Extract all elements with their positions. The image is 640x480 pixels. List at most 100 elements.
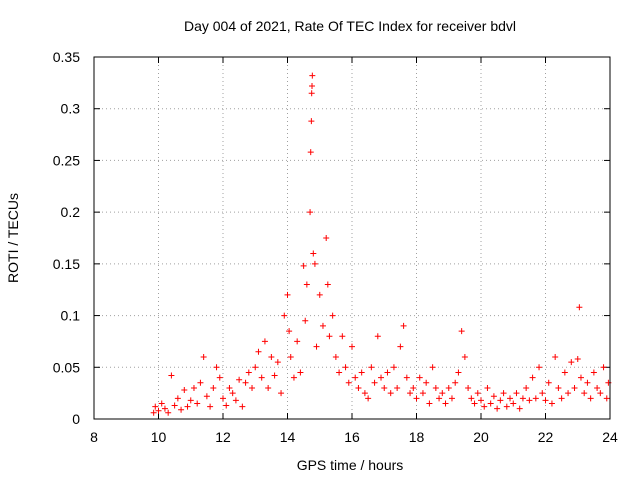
- data-point: [507, 395, 514, 402]
- data-point: [594, 384, 601, 391]
- data-point: [497, 397, 504, 404]
- data-point: [600, 364, 607, 371]
- data-point: [294, 338, 301, 345]
- x-tick-label: 14: [280, 429, 296, 445]
- data-point: [339, 333, 346, 340]
- data-point: [452, 379, 459, 386]
- data-point: [436, 395, 443, 402]
- data-point: [400, 322, 407, 329]
- data-point: [516, 405, 523, 412]
- data-point: [555, 384, 562, 391]
- data-point: [207, 403, 214, 410]
- data-point: [584, 379, 591, 386]
- data-point: [310, 250, 317, 257]
- data-point: [326, 333, 333, 340]
- data-point: [345, 379, 352, 386]
- data-point: [308, 90, 315, 97]
- data-point: [461, 353, 468, 360]
- data-point: [536, 364, 543, 371]
- x-tick-label: 12: [215, 429, 231, 445]
- y-tick-label: 0.1: [61, 308, 81, 324]
- data-point: [184, 403, 191, 410]
- data-point: [552, 353, 559, 360]
- data-point: [332, 353, 339, 360]
- data-point: [484, 384, 491, 391]
- data-point: [603, 395, 610, 402]
- data-point: [526, 397, 533, 404]
- data-point: [361, 390, 368, 397]
- data-point: [384, 369, 391, 376]
- data-point: [229, 390, 236, 397]
- data-point: [413, 395, 420, 402]
- data-point: [426, 400, 433, 407]
- x-tick-label: 10: [151, 429, 167, 445]
- data-point: [307, 209, 314, 216]
- data-point: [571, 384, 578, 391]
- data-point: [297, 369, 304, 376]
- data-point: [239, 403, 246, 410]
- data-point: [432, 384, 439, 391]
- data-point: [300, 262, 307, 269]
- data-point: [487, 400, 494, 407]
- data-point: [494, 405, 501, 412]
- x-tick-label: 20: [473, 429, 489, 445]
- plot-frame: [93, 56, 611, 420]
- data-point: [503, 403, 510, 410]
- data-point: [371, 379, 378, 386]
- chart-title: Day 004 of 2021, Rate Of TEC Index for r…: [184, 18, 516, 34]
- data-point: [513, 390, 520, 397]
- data-point: [236, 376, 243, 383]
- data-point: [261, 338, 268, 345]
- data-point: [349, 343, 355, 350]
- data-point: [220, 395, 226, 402]
- y-tick-label: 0.25: [53, 152, 80, 168]
- data-point: [150, 409, 157, 416]
- data-point: [307, 149, 314, 156]
- data-point: [568, 359, 575, 366]
- data-point: [155, 407, 162, 414]
- data-point: [397, 343, 404, 350]
- data-point: [374, 333, 381, 340]
- data-point: [542, 397, 549, 404]
- data-point: [423, 379, 430, 386]
- data-point: [242, 379, 249, 386]
- data-point: [394, 384, 401, 391]
- data-point: [286, 328, 293, 335]
- x-tick-label: 16: [344, 429, 360, 445]
- data-point: [581, 390, 588, 397]
- data-point: [565, 390, 572, 397]
- data-point: [439, 390, 446, 397]
- data-point: [152, 403, 159, 410]
- data-point: [290, 374, 297, 381]
- y-tick-label: 0.35: [53, 49, 80, 65]
- data-point: [478, 397, 484, 404]
- data-point: [200, 353, 207, 360]
- data-point: [577, 374, 584, 381]
- data-point: [316, 291, 323, 298]
- x-tick-label: 8: [90, 429, 98, 445]
- data-point: [455, 369, 462, 376]
- data-point: [387, 390, 394, 397]
- data-point: [390, 364, 397, 371]
- gridlines: [94, 57, 610, 419]
- data-point: [308, 118, 315, 125]
- data-point: [258, 374, 265, 381]
- data-point: [481, 403, 488, 410]
- data-point: [245, 369, 252, 376]
- data-point: [311, 260, 318, 267]
- y-tick-label: 0.15: [53, 256, 80, 272]
- data-point: [226, 384, 233, 391]
- data-point: [381, 384, 388, 391]
- x-tick-label: 22: [538, 429, 554, 445]
- data-point: [174, 395, 181, 402]
- data-point: [358, 369, 365, 376]
- data-point: [210, 384, 217, 391]
- data-point: [458, 328, 465, 335]
- data-point: [203, 393, 210, 400]
- data-point: [171, 402, 178, 409]
- data-point: [532, 395, 539, 402]
- x-tick-label: 18: [409, 429, 425, 445]
- data-point: [355, 384, 362, 391]
